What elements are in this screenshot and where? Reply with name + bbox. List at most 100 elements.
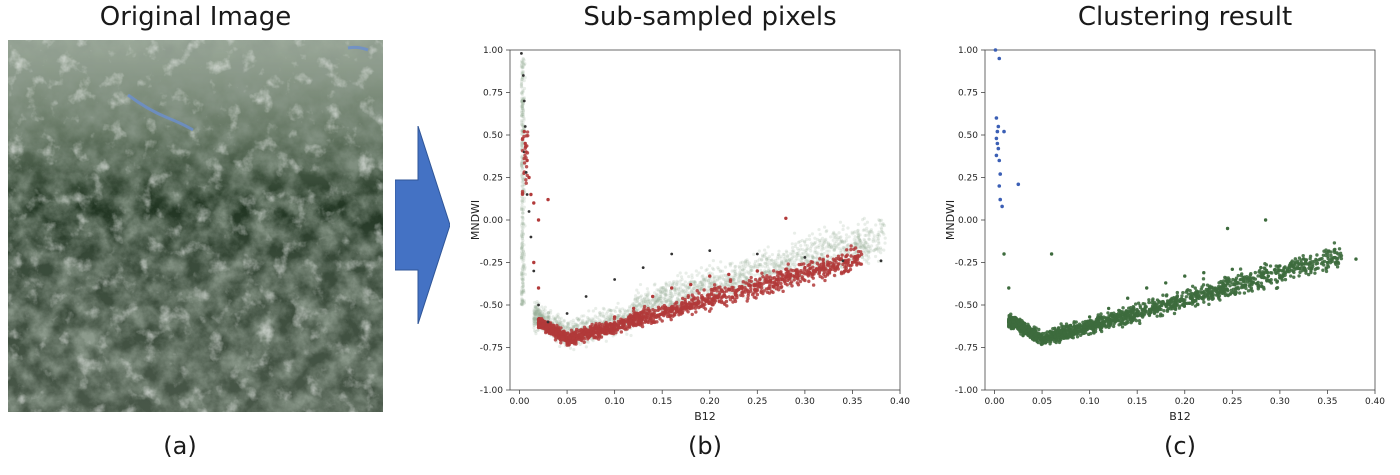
density-point [558, 320, 562, 324]
sampled-point [849, 254, 853, 258]
density-point [880, 229, 884, 233]
density-point [598, 311, 602, 315]
sampled-point [849, 244, 853, 248]
x-tick-label: 0.20 [1175, 397, 1195, 407]
x-tick-label: 0.15 [1127, 397, 1147, 407]
x-tick-label: 0.30 [795, 397, 815, 407]
density-point [866, 254, 871, 258]
density-point [733, 281, 737, 285]
density-point [604, 339, 608, 343]
density-point [745, 258, 749, 262]
density-point [856, 235, 860, 239]
density-point [692, 280, 697, 284]
density-point [533, 305, 538, 309]
density-point [556, 319, 560, 324]
density-point [744, 259, 748, 263]
density-point [599, 319, 603, 323]
sampled-point [836, 262, 840, 267]
density-point [780, 260, 784, 264]
density-point [869, 228, 873, 232]
sampled-point [601, 327, 606, 332]
density-point [670, 302, 674, 306]
density-point [841, 240, 845, 245]
density-point [532, 322, 536, 326]
sampled-point [847, 263, 851, 267]
density-point [681, 288, 686, 292]
density-point [584, 345, 588, 349]
sampled-point [541, 322, 546, 326]
density-point [664, 293, 668, 297]
density-point [635, 296, 639, 301]
density-point [874, 223, 878, 227]
density-point [680, 288, 684, 292]
density-point [519, 291, 524, 295]
density-point [825, 245, 829, 249]
density-point [520, 225, 524, 229]
series-point [527, 210, 531, 213]
density-point [590, 317, 595, 321]
density-point [742, 263, 746, 267]
density-point [519, 270, 524, 275]
density-point [556, 315, 561, 319]
density-point [535, 309, 539, 313]
density-point [862, 244, 866, 248]
density-point [668, 298, 673, 302]
density-point [810, 232, 815, 236]
density-point [703, 276, 707, 280]
density-point [520, 59, 524, 63]
density-point [660, 300, 664, 304]
sampled-point [756, 280, 760, 284]
density-point [746, 262, 750, 266]
density-point [522, 116, 526, 120]
density-point [566, 322, 571, 326]
sampled-point [814, 267, 818, 271]
density-point [742, 268, 746, 272]
density-point [520, 234, 524, 239]
density-point [520, 302, 524, 307]
density-point [521, 60, 525, 64]
density-point [520, 99, 524, 104]
density-point [833, 241, 837, 245]
sampled-point [686, 310, 690, 314]
cluster-land-point [1161, 293, 1165, 297]
density-point [520, 177, 524, 181]
density-point [803, 239, 807, 243]
density-point [776, 255, 780, 259]
density-point [762, 253, 767, 257]
density-point [546, 310, 551, 315]
density-point [733, 272, 737, 276]
density-point [785, 259, 789, 263]
density-point [749, 268, 754, 272]
density-point [836, 235, 840, 240]
series-point [529, 235, 533, 239]
density-point [521, 57, 525, 61]
density-point [674, 288, 679, 292]
density-point [722, 273, 726, 277]
density-point [677, 298, 682, 302]
density-point [879, 226, 883, 230]
density-point [638, 301, 642, 306]
density-point [674, 286, 678, 291]
sampled-point [840, 253, 844, 257]
density-point [869, 249, 873, 253]
sampled-point [575, 337, 579, 341]
density-point [653, 300, 657, 304]
density-point [882, 232, 886, 236]
density-point [555, 320, 559, 324]
density-point [533, 311, 538, 315]
density-point [692, 286, 696, 291]
density-point [707, 282, 712, 286]
density-point [520, 247, 524, 252]
density-point [862, 246, 866, 251]
density-point [663, 292, 667, 296]
x-tick-label: 0.10 [605, 397, 625, 407]
density-point [566, 321, 570, 325]
density-point [807, 253, 811, 257]
density-point [521, 277, 525, 281]
sampled-point [566, 339, 570, 343]
density-point [520, 102, 524, 106]
density-point [862, 246, 866, 250]
density-point [667, 299, 671, 303]
density-point [521, 300, 525, 304]
sampled-point [654, 315, 658, 319]
